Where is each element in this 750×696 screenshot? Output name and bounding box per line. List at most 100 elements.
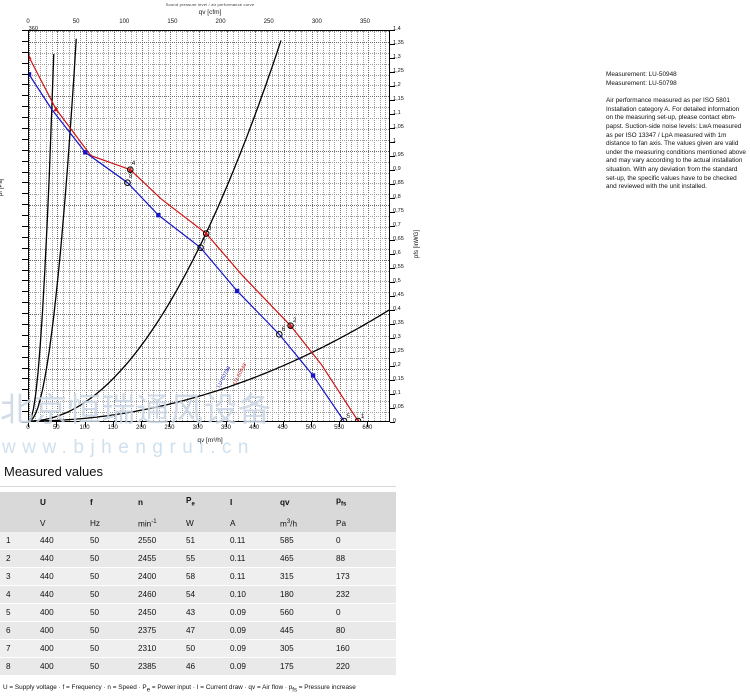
grid-line-vertical [238, 31, 240, 421]
grid-line-vertical [300, 31, 302, 421]
x-axis-tick-label: 450 [277, 425, 288, 431]
grid-line-vertical [210, 31, 211, 421]
y2-axis-tick-label: 1,3 [393, 54, 401, 60]
operating-point-label-2: 2 [293, 318, 297, 325]
y-axis-tick [22, 95, 28, 97]
y-axis-tick [22, 313, 28, 315]
grid-line-horizontal [29, 379, 389, 381]
y-axis-tick [22, 138, 28, 140]
grid-line-horizontal [29, 183, 389, 185]
grid-line-horizontal [29, 52, 389, 54]
y-axis-tick [22, 345, 28, 347]
table-cell-Pe: 51 [180, 532, 224, 551]
chart-title: Sound pressure level / air performance c… [165, 2, 255, 7]
table-row: 6 400 50 2375 47 0.09 445 80 [0, 621, 396, 641]
grid-line-horizontal [29, 401, 389, 403]
table-cell-pfs: 220 [330, 657, 396, 677]
operating-point-label-5: 5 [346, 414, 351, 420]
y-axis-tick [22, 73, 28, 75]
table-cell-U: 440 [34, 532, 84, 551]
grid-line-vertical [91, 31, 93, 421]
grid-line-horizontal [29, 412, 389, 414]
x-axis-title: qv [m³/h] [197, 437, 223, 444]
table-unit-cell-2: Hz [84, 513, 132, 533]
x-axis-tick-label: 50 [52, 425, 60, 431]
grid-line-vertical [96, 31, 98, 421]
y-axis-tick [22, 149, 28, 151]
operating-point-label-4: 4 [131, 161, 136, 168]
operating-point-3 [202, 230, 210, 237]
measured-values-divider [0, 486, 396, 487]
grid-line-vertical [57, 31, 59, 421]
table-cell-qv: 445 [274, 621, 330, 641]
x-axis-tick-label: 300 [192, 425, 203, 431]
table-cell-I: 0.11 [224, 532, 274, 551]
series-marker [29, 54, 32, 60]
table-cell-U: 440 [34, 549, 84, 569]
y2-axis-tick [390, 422, 395, 423]
grid-line-vertical [266, 31, 268, 421]
table-unit-cell-4: W [180, 513, 224, 533]
grid-line-vertical [159, 31, 161, 421]
y2-axis-tick [390, 72, 395, 73]
y2-axis-tick [390, 170, 395, 171]
x-axis-tick [141, 422, 143, 427]
grid-line-horizontal [29, 346, 389, 348]
table-cell-pfs: 0 [330, 603, 396, 623]
y2-axis-tick-label: 0,3 [393, 334, 401, 340]
y2-axis-tick [390, 114, 395, 115]
grid-line-horizontal [29, 139, 389, 141]
table-cell-I: 0.10 [224, 585, 274, 605]
y2-axis-tick-label: 0 [393, 418, 397, 424]
y2-axis-tick [390, 352, 395, 353]
grid-line-vertical [79, 31, 81, 421]
grid-line-horizontal [29, 96, 389, 98]
x-axis-tick [254, 422, 256, 427]
y2-axis-tick [390, 310, 395, 311]
operating-point-1 [354, 417, 362, 421]
table-unit-cell-0 [0, 513, 34, 533]
grid-line-vertical [142, 31, 144, 421]
table-cell-pfs: 80 [330, 621, 396, 641]
operating-point-6 [276, 331, 283, 338]
operating-point-label-1: 1 [360, 414, 365, 420]
series-line-2 [29, 74, 345, 421]
x-axis-tick-label: 250 [164, 425, 175, 431]
table-row: 3 440 50 2400 58 0.11 315 173 [0, 567, 396, 587]
table-row: 2 440 50 2455 55 0.11 465 88 [0, 549, 396, 569]
grid-line-vertical [311, 31, 313, 421]
y2-axis-tick [390, 366, 395, 367]
grid-line-horizontal [29, 303, 389, 305]
table-cell-n: 2460 [132, 585, 180, 605]
y-axis-tick [22, 411, 28, 413]
table-unit-cell-3: min-1 [132, 513, 180, 533]
x-axis-tick [112, 422, 114, 427]
grid-line-horizontal [29, 161, 389, 163]
grid-line-vertical [113, 31, 115, 421]
grid-line-vertical [289, 31, 291, 421]
grid-line-vertical [198, 31, 200, 421]
table-col-header-0 [0, 492, 34, 514]
x-axis-top-tick-label: 250 [263, 19, 274, 25]
x-axis-tick-label: 550 [334, 425, 345, 431]
grid-line-horizontal [29, 129, 389, 130]
grid-line-vertical [306, 31, 308, 421]
x-axis-top-tick-label: 100 [119, 19, 130, 25]
grid-line-vertical [277, 31, 279, 421]
grid-line-vertical [362, 31, 364, 421]
y2-axis-tick [390, 100, 395, 101]
y-axis-tick [22, 204, 28, 206]
y2-axis-tick [390, 128, 395, 129]
grid-line-vertical [125, 31, 127, 421]
y2-axis-tick-label: 0,35 [393, 320, 404, 326]
table-cell-Pe: 46 [180, 657, 224, 677]
y-axis-tick [22, 400, 28, 402]
y2-axis-tick [390, 156, 395, 157]
grid-line-vertical [345, 31, 347, 421]
y2-axis-tick [390, 212, 395, 213]
y-axis-tick [22, 291, 28, 293]
table-cell-U: 400 [34, 621, 84, 641]
